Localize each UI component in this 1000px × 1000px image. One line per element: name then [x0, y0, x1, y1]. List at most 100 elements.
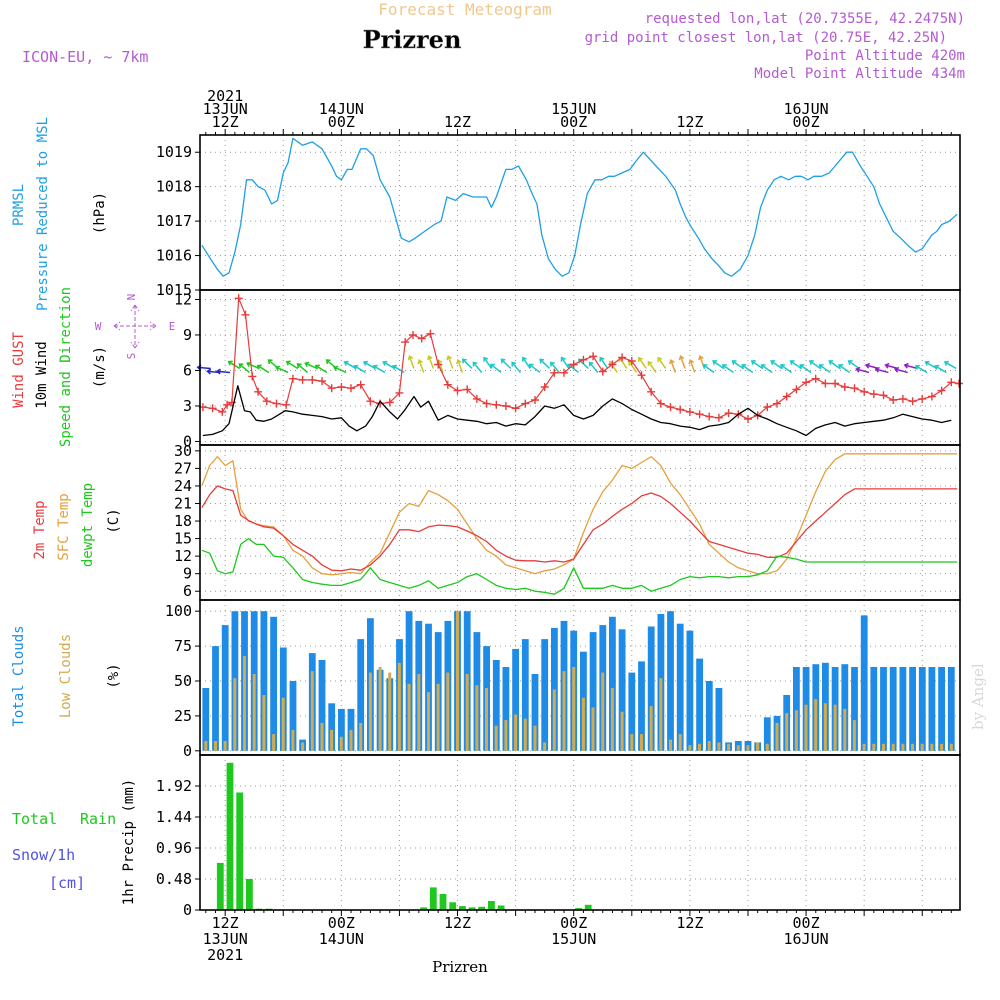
wind-gust-marker	[860, 387, 869, 396]
low-clouds-bar	[378, 667, 382, 751]
wind-direction-arrow	[462, 358, 473, 369]
y-tick-label: 1019	[156, 143, 192, 161]
low-clouds-bar	[736, 745, 740, 751]
wind-gust-marker	[937, 386, 946, 395]
gridlines	[200, 135, 960, 911]
bottom-time-label: 15JUN	[551, 930, 596, 948]
wind-arrow-head	[943, 360, 949, 366]
rain-bar	[478, 906, 486, 910]
wind-gust-marker	[288, 374, 297, 383]
wind-gust-marker	[208, 404, 217, 413]
low-clouds-bar	[930, 743, 934, 751]
low-clouds-bar	[368, 672, 372, 751]
wind-gust-marker	[453, 386, 462, 395]
wind-arrow-head	[314, 364, 320, 370]
low-clouds-bar	[581, 697, 585, 751]
wind-direction-arrow	[944, 361, 957, 370]
rain-bar	[429, 887, 437, 910]
wind-direction-arrow	[246, 362, 260, 370]
wind-direction-arrow	[628, 361, 638, 373]
low-clouds-bar	[649, 706, 653, 751]
low-clouds-bar	[349, 729, 353, 751]
temp-dewpt-line	[201, 537, 958, 595]
wind-direction-arrow	[363, 361, 376, 370]
top-time-label: 12Z	[212, 113, 239, 131]
wind-arrow-head	[382, 360, 388, 366]
wind-arrow-head	[456, 359, 462, 365]
total-clouds-bar	[318, 660, 326, 751]
low-clouds-bar	[620, 711, 624, 751]
bottom-time-label: 16JUN	[783, 930, 828, 948]
total-clouds-bar	[860, 615, 868, 751]
requested-coordinates: requested lon,lat (20.7355E, 42.2475N)	[645, 11, 965, 27]
wind-direction-arrow	[457, 359, 464, 373]
wind-gust-marker	[356, 380, 365, 389]
wind-arrow-head	[678, 355, 685, 361]
low-clouds-bar	[843, 708, 847, 751]
y-tick-label: 50	[174, 672, 192, 690]
low-clouds-bar	[204, 741, 208, 751]
top-time-label: 2021	[207, 87, 243, 105]
wind-direction-arrow	[560, 357, 570, 369]
wind-arrow-head	[721, 364, 727, 370]
wind-gust-marker	[385, 398, 394, 407]
total-clouds-bar	[899, 667, 907, 751]
bottom-time-label: 00Z	[793, 914, 820, 932]
low-clouds-bar	[765, 743, 769, 751]
wind-gust-marker	[366, 397, 375, 406]
compass-west: W	[95, 320, 102, 333]
low-clouds-bar	[407, 683, 411, 751]
top-time-label: 00Z	[328, 113, 355, 131]
wind-gust-marker	[282, 400, 291, 409]
wind-gust-marker	[589, 352, 598, 361]
y-tick-label: 9	[183, 565, 192, 583]
total-clouds-bar	[918, 667, 926, 751]
low-clouds-bar	[823, 703, 827, 751]
wind-arrow-head	[483, 356, 489, 362]
low-clouds-bar	[862, 743, 866, 751]
wind-gust-marker	[272, 399, 281, 408]
total-clouds-bar	[589, 632, 597, 751]
low-clouds-bar	[707, 741, 711, 751]
wind-direction-arrow	[712, 360, 725, 370]
wind-direction-arrow	[522, 357, 531, 369]
low-clouds-bar	[920, 743, 924, 751]
wind-gust-marker	[811, 374, 820, 383]
temp-2m-label: 2m Temp	[32, 500, 48, 559]
wind-arrow-head	[275, 365, 281, 372]
low-clouds-bar	[214, 741, 217, 751]
wind-gust-marker	[637, 371, 646, 380]
wind-arrow-head	[511, 361, 517, 367]
total-clouds-bar	[928, 667, 936, 751]
y-tick-label: 0	[183, 432, 192, 450]
wind-gust-line	[202, 297, 960, 420]
total-clouds-bar	[841, 664, 849, 751]
wind-arrow-head	[227, 360, 233, 366]
wind-arrow-head	[560, 356, 566, 362]
wind-gust-marker	[550, 368, 559, 377]
wind-gust-marker	[647, 387, 656, 396]
wind-direction-arrow	[609, 361, 618, 373]
low-clouds-bar	[533, 725, 537, 751]
wind-arrow-head	[461, 358, 467, 364]
wind-arrow-head	[362, 360, 368, 366]
panel-labels: PRMSL Pressure Reduced to MSL (hPa) Wind…	[11, 117, 175, 905]
wind-direction-arrow	[599, 357, 609, 369]
low-clouds-bar	[727, 743, 731, 751]
low-clouds-bar	[572, 667, 576, 751]
wind-direction-arrow	[925, 361, 938, 370]
y-tick-label: 6	[183, 361, 192, 379]
wind-gust-marker	[598, 367, 607, 376]
wind-gust-marker	[608, 360, 617, 369]
rain-bar	[575, 908, 582, 910]
total-clouds-bar	[221, 625, 229, 751]
wind-gust-marker	[898, 394, 907, 403]
bottom-time-label: 12Z	[676, 914, 703, 932]
low-clouds-bar	[504, 720, 508, 751]
rain-bar	[216, 862, 224, 910]
wind-gust-marker	[908, 397, 917, 406]
snow-unit-label: [cm]	[49, 874, 85, 892]
total-clouds-bar	[405, 611, 413, 751]
wind-direction-arrow	[638, 357, 647, 369]
panel-frames	[199, 134, 961, 911]
